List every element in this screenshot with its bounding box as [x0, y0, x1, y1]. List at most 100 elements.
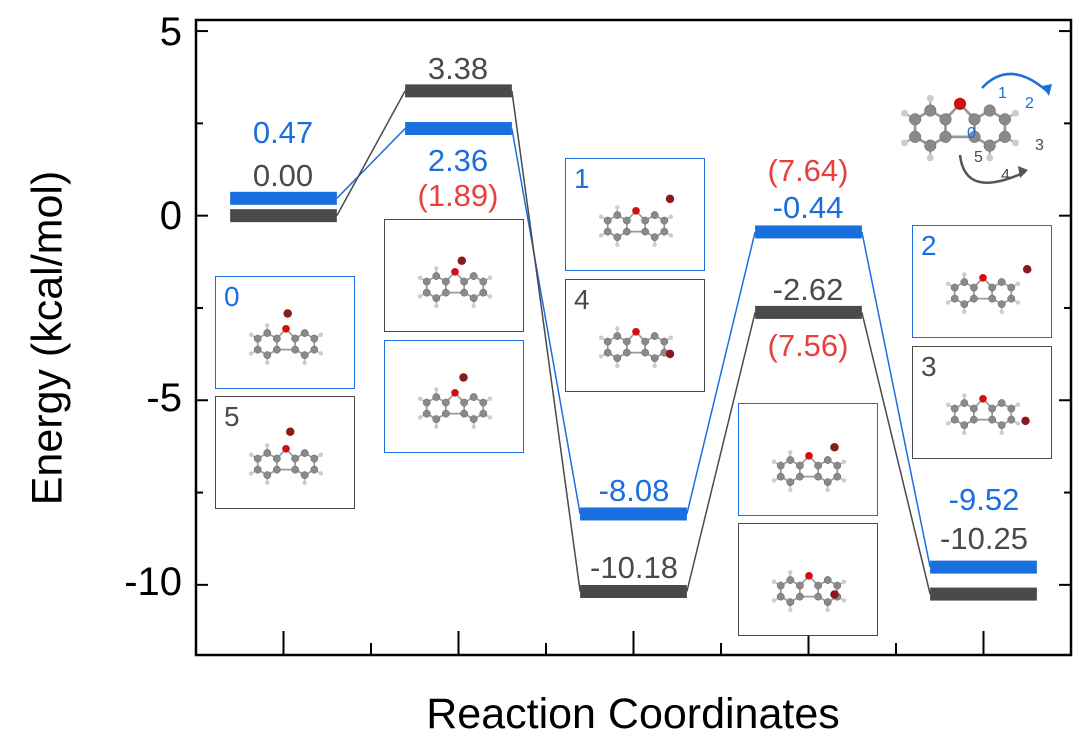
- connector-black: [511, 90, 581, 592]
- hydrogen-atom: [434, 303, 439, 309]
- carbon-atom: [479, 288, 488, 297]
- carbon-atom: [272, 465, 281, 474]
- hydrogen-atom: [652, 242, 657, 248]
- carbon-atom: [622, 348, 631, 357]
- energy-label-black-5: -10.25: [940, 521, 1028, 556]
- hydrogen-atom: [487, 396, 493, 401]
- energy-label-black-2: 3.38: [427, 51, 489, 86]
- connector-black: [861, 312, 931, 595]
- hydrogen-atom: [598, 354, 604, 359]
- carbon-atom: [924, 139, 937, 152]
- carbon-atom: [603, 216, 612, 225]
- hydrogen-atom: [841, 579, 847, 584]
- energy-level-black: [755, 305, 862, 319]
- carbon-atom: [422, 398, 431, 407]
- carbon-atom: [823, 456, 832, 464]
- carbon-atom: [823, 576, 832, 584]
- energy-label-blue-2: 2.36: [427, 143, 489, 178]
- carbon-atom: [776, 472, 785, 481]
- carbon-atom: [441, 409, 450, 418]
- carbon-atom: [660, 216, 669, 225]
- connector-blue: [336, 128, 406, 199]
- carbon-atom: [300, 449, 309, 457]
- hydrogen-atom: [901, 139, 909, 147]
- carbon-atom: [300, 471, 309, 480]
- carbon-atom: [479, 398, 488, 407]
- atom-index-label: 5: [974, 149, 983, 166]
- hydrogen-atom: [1015, 402, 1021, 407]
- carbon-atom: [263, 471, 272, 480]
- bromine-atom: [830, 590, 839, 599]
- hydrogen-atom: [788, 570, 793, 575]
- bromine-atom: [283, 309, 292, 318]
- energy-label-red-2: (7.64): [767, 153, 849, 188]
- y-axis-label: Energy (kcal/mol): [23, 170, 72, 506]
- hydrogen-atom: [945, 281, 951, 286]
- hydrogen-atom: [248, 452, 254, 457]
- bromine-atom: [830, 443, 839, 452]
- bromine-atom: [665, 349, 675, 359]
- energy-label-black-4: -2.62: [772, 272, 844, 307]
- carbon-atom: [1007, 415, 1016, 424]
- hydrogen-atom: [841, 478, 847, 483]
- y-tick-label: 5: [159, 10, 182, 54]
- carbon-atom: [833, 461, 842, 470]
- hydrogen-atom: [1015, 421, 1021, 426]
- hydrogen-atom: [598, 335, 604, 340]
- carbon-atom: [776, 461, 785, 470]
- hydrogen-atom: [986, 154, 994, 162]
- energy-label-black-3: -10.18: [590, 550, 678, 585]
- oxygen-atom: [632, 327, 640, 336]
- carbon-atom: [795, 581, 804, 590]
- carbon-atom: [997, 399, 1006, 407]
- hydrogen-atom: [318, 471, 324, 476]
- carbon-atom: [479, 409, 488, 418]
- hydrogen-atom: [788, 487, 793, 493]
- oxygen-atom: [282, 444, 290, 453]
- hydrogen-atom: [248, 351, 254, 356]
- carbon-atom: [960, 278, 969, 286]
- hydrogen-atom: [471, 424, 476, 430]
- rotation-arrow-black: [958, 154, 1026, 184]
- carbon-atom: [263, 449, 272, 457]
- arrowhead-icon: [1042, 84, 1052, 96]
- carbon-atom: [983, 139, 996, 152]
- hydrogen-atom: [615, 326, 620, 331]
- hydrogen-atom: [668, 214, 674, 219]
- carbon-atom: [253, 454, 262, 463]
- hydrogen-atom: [668, 335, 674, 340]
- carbon-atom: [650, 233, 659, 242]
- carbon-atom: [310, 345, 319, 354]
- carbon-atom: [983, 104, 996, 117]
- atom-index-label: 0: [967, 125, 976, 142]
- bromine-atom: [286, 427, 295, 437]
- carbon-atom: [650, 211, 659, 219]
- inset-ts2-blue: [738, 403, 878, 516]
- carbon-atom: [263, 329, 272, 337]
- hydrogen-atom: [598, 214, 604, 219]
- carbon-atom: [998, 113, 1011, 126]
- hydrogen-atom: [318, 452, 324, 457]
- y-tick-label: -10: [124, 560, 182, 604]
- carbon-atom: [310, 334, 319, 343]
- carbon-atom: [823, 478, 832, 487]
- carbon-atom: [786, 576, 795, 584]
- carbon-atom: [786, 478, 795, 487]
- inset-structure-0: 0: [215, 276, 355, 389]
- carbon-atom: [469, 415, 478, 424]
- hydrogen-atom: [962, 309, 967, 315]
- carbon-atom: [603, 348, 612, 357]
- carbon-atom: [622, 337, 631, 346]
- energy-label-blue-4: -0.44: [772, 190, 844, 225]
- hydrogen-atom: [615, 363, 620, 369]
- inset-label: 1: [574, 163, 590, 194]
- carbon-atom: [814, 461, 823, 470]
- hydrogen-atom: [318, 332, 324, 337]
- atom-index-label: 1: [998, 85, 1007, 102]
- oxygen-atom: [451, 267, 459, 276]
- carbon-atom: [650, 354, 659, 363]
- hydrogen-atom: [487, 275, 493, 280]
- carbon-atom: [622, 227, 631, 236]
- carbon-atom: [950, 415, 959, 424]
